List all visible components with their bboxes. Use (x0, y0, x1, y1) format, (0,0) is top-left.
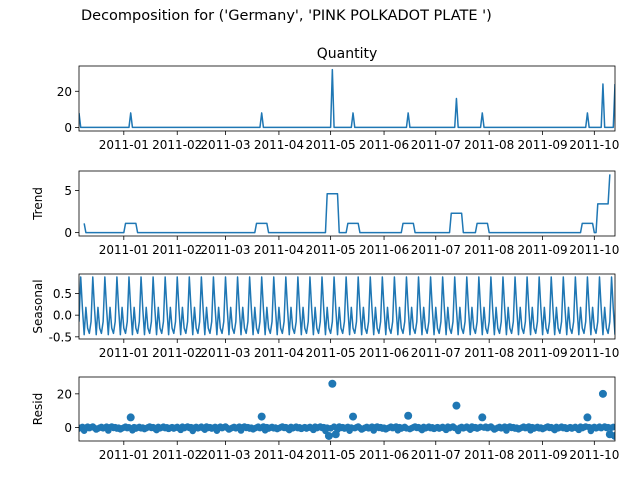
trend-xtick-label: 2011-08 (464, 243, 514, 257)
quantity-xtick-label: 2011-05 (306, 138, 356, 152)
quantity-xtick-label: 2011-10 (569, 138, 619, 152)
resid-ytick-label: 20 (57, 387, 72, 401)
quantity-xtick-label: 2011-02 (152, 138, 202, 152)
resid-outlier-point (583, 413, 592, 422)
resid-xtick-label: 2011-10 (569, 448, 619, 462)
seasonal-xtick-label: 2011-07 (411, 346, 461, 360)
resid-xtick-label: 2011-07 (411, 448, 461, 462)
seasonal-xtick-label: 2011-05 (306, 346, 356, 360)
quantity-xtick-label: 2011-03 (200, 138, 250, 152)
resid-outlier-point (611, 431, 615, 440)
quantity-xtick-label: 2011-07 (411, 138, 461, 152)
trend-xtick-label: 2011-07 (411, 243, 461, 257)
seasonal-xtick-label: 2011-08 (464, 346, 514, 360)
seasonal-ytick-label: 0.0 (53, 309, 72, 323)
quantity-ytick-label: 0 (64, 121, 72, 135)
seasonal-xtick-label: 2011-10 (569, 346, 619, 360)
resid-xtick-label: 2011-09 (518, 448, 568, 462)
resid-xtick-label: 2011-01 (99, 448, 149, 462)
resid-point (609, 423, 615, 431)
trend-xtick-label: 2011-04 (254, 243, 304, 257)
trend-xtick-label: 2011-02 (152, 243, 202, 257)
trend-xtick-label: 2011-05 (306, 243, 356, 257)
quantity-xtick-label: 2011-04 (254, 138, 304, 152)
resid-xtick-label: 2011-08 (464, 448, 514, 462)
quantity-panel-title: Quantity (317, 46, 378, 62)
trend-xtick-label: 2011-09 (518, 243, 568, 257)
resid-outlier-point (257, 412, 266, 421)
quantity-ytick-label: 20 (57, 85, 72, 99)
trend-ylabel: Trend (31, 187, 45, 221)
trend-xtick-label: 2011-10 (569, 243, 619, 257)
resid-xtick-label: 2011-02 (152, 448, 202, 462)
seasonal-ytick-label: -0.5 (49, 330, 72, 344)
resid-outlier-point (324, 431, 333, 440)
resid-outlier-point (452, 401, 461, 410)
quantity-axes-frame (78, 65, 616, 132)
quantity-xtick-label: 2011-01 (99, 138, 149, 152)
trend-xtick-label: 2011-06 (359, 243, 409, 257)
figure-title: Decomposition for ('Germany', 'PINK POLK… (81, 8, 492, 24)
resid-xtick-label: 2011-03 (200, 448, 250, 462)
trend-xtick-label: 2011-01 (99, 243, 149, 257)
seasonal-axes-frame (78, 273, 616, 340)
resid-outlier-point (404, 411, 413, 420)
resid-xtick-label: 2011-05 (306, 448, 356, 462)
resid-ytick-label: 0 (64, 421, 72, 435)
seasonal-xtick-label: 2011-09 (518, 346, 568, 360)
resid-outlier-point (598, 389, 607, 398)
resid-outlier-point (331, 430, 340, 439)
quantity-xtick-label: 2011-08 (464, 138, 514, 152)
seasonal-xtick-label: 2011-01 (99, 346, 149, 360)
trend-axes-frame (78, 170, 616, 237)
seasonal-xtick-label: 2011-06 (359, 346, 409, 360)
trend-ytick-label: 0 (64, 226, 72, 240)
trend-xtick-label: 2011-03 (200, 243, 250, 257)
resid-outlier-point (478, 413, 487, 422)
resid-axes-frame (78, 376, 616, 442)
seasonal-xtick-label: 2011-04 (254, 346, 304, 360)
resid-xtick-label: 2011-04 (254, 448, 304, 462)
quantity-series-line (79, 68, 615, 129)
resid-xtick-label: 2011-06 (359, 448, 409, 462)
seasonal-ylabel: Seasonal (31, 279, 45, 333)
trend-ytick-label: 5 (64, 184, 72, 198)
quantity-xtick-label: 2011-06 (359, 138, 409, 152)
seasonal-xtick-label: 2011-03 (200, 346, 250, 360)
seasonal-series-line (79, 276, 615, 336)
resid-outlier-point (328, 379, 337, 388)
resid-ylabel: Resid (31, 393, 45, 425)
seasonal-xtick-label: 2011-02 (152, 346, 202, 360)
seasonal-ytick-label: 0.5 (53, 287, 72, 301)
quantity-xtick-label: 2011-09 (518, 138, 568, 152)
resid-outlier-point (349, 412, 358, 421)
trend-series-line (83, 174, 611, 234)
resid-outlier-point (126, 413, 135, 422)
